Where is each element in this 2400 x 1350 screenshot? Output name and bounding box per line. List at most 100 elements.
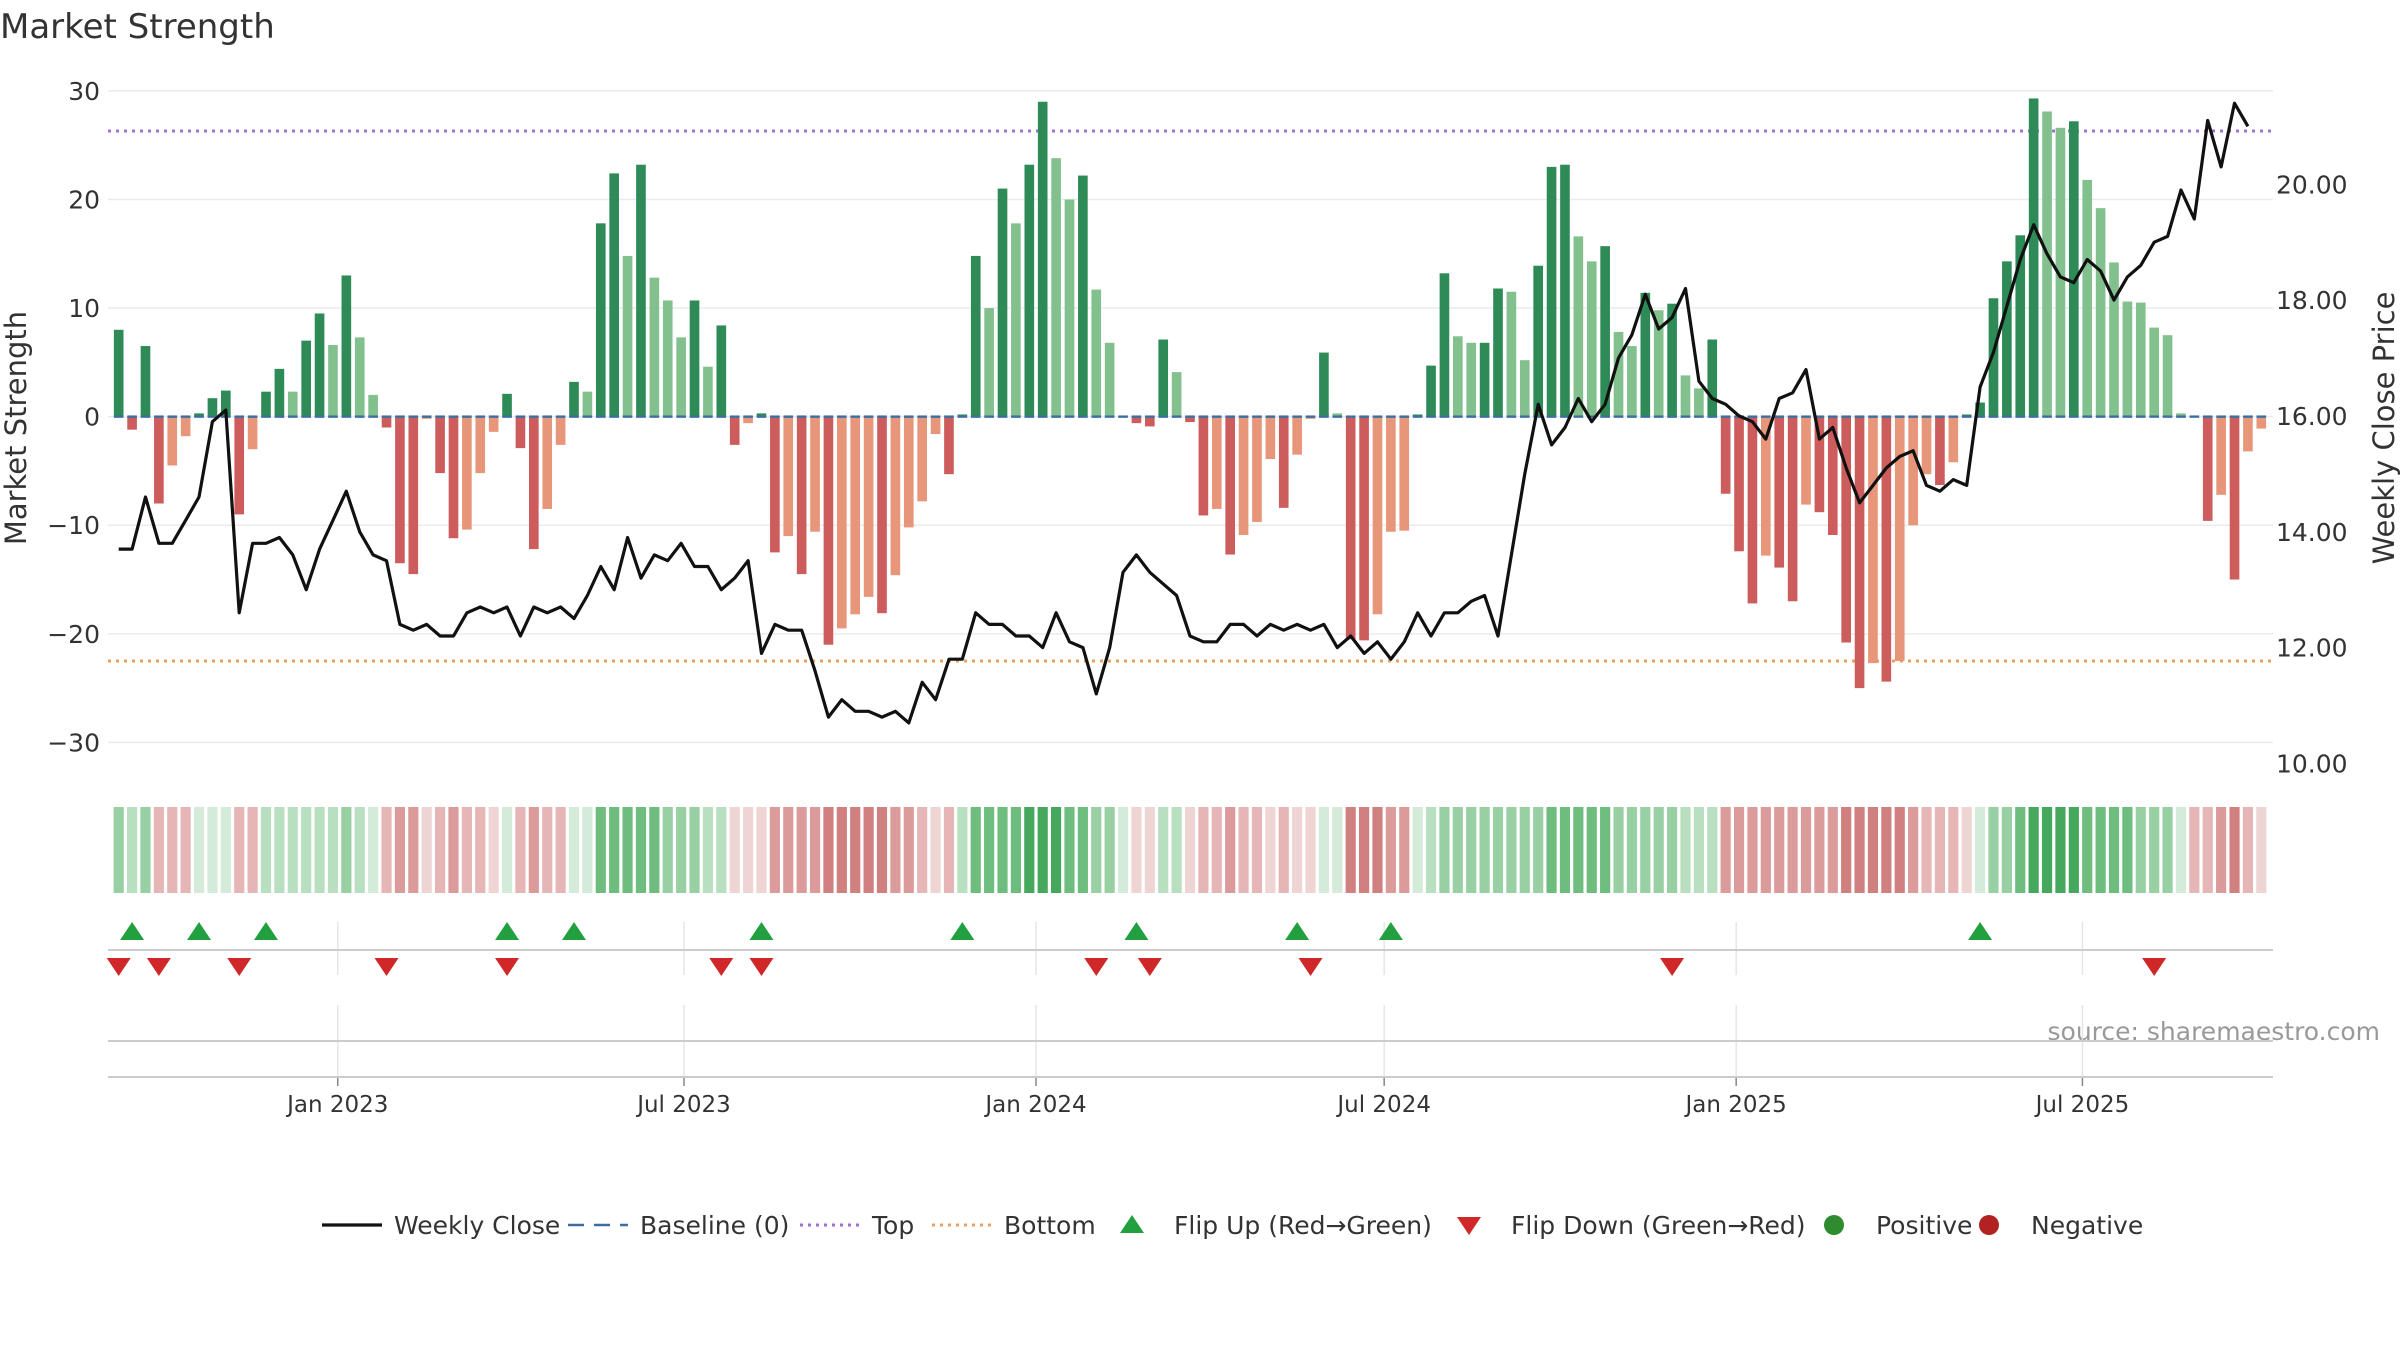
legend-item: Baseline (0) — [568, 1211, 789, 1240]
band-cell — [1385, 807, 1396, 893]
strength-bar — [1560, 164, 1570, 417]
strength-bar — [1640, 292, 1651, 417]
band-cell — [2095, 807, 2106, 893]
y-tick-right-label: 20.00 — [2276, 170, 2348, 199]
flip-down-marker — [1298, 958, 1323, 976]
strength-bar — [274, 368, 285, 417]
band-cell — [234, 807, 245, 893]
band-cell — [1131, 807, 1142, 893]
strength-bar — [1158, 339, 1169, 417]
strength-bar — [1011, 223, 1021, 417]
band-cell — [1974, 807, 1986, 893]
band-cell — [729, 807, 740, 893]
flip-up-marker — [495, 922, 520, 940]
strength-bar — [2055, 127, 2066, 417]
strength-bar — [1975, 402, 1985, 417]
strength-bar — [850, 416, 861, 615]
strength-bar — [1774, 416, 1785, 568]
strength-bar — [1225, 416, 1235, 555]
x-tick-label: Jul 2023 — [635, 1092, 731, 1118]
strength-bar — [1761, 416, 1771, 556]
flip-up-marker — [1968, 922, 1993, 940]
strength-bar — [1519, 360, 1530, 417]
strength-bar — [194, 413, 204, 417]
strength-bar — [1814, 416, 1825, 513]
band-cell — [1693, 807, 1704, 893]
band-cell — [783, 807, 794, 893]
strength-bar — [609, 173, 619, 417]
strength-bar — [127, 416, 137, 430]
band-cell — [167, 807, 178, 893]
band-cell — [1787, 807, 1798, 893]
strength-bar — [1091, 289, 1102, 417]
flip-down-marker — [227, 958, 252, 976]
strength-bar — [1707, 339, 1718, 417]
band-cell — [394, 807, 406, 893]
strength-bar — [113, 329, 124, 417]
band-cell — [1894, 807, 1905, 893]
band-cell — [1559, 807, 1571, 893]
band-cell — [930, 807, 941, 893]
band-cell — [207, 807, 218, 893]
y-tick-left-label: −10 — [47, 511, 100, 540]
strength-bar — [1238, 416, 1249, 536]
band-cell — [943, 807, 955, 893]
y-tick-right-label: 18.00 — [2276, 286, 2348, 315]
band-cell — [595, 807, 606, 893]
y-tick-left-label: 20 — [68, 185, 100, 214]
strength-bar — [1801, 416, 1811, 505]
strength-bar — [462, 416, 472, 530]
strength-bar — [689, 300, 700, 417]
strength-bar — [703, 366, 713, 417]
strength-bar — [662, 300, 673, 417]
strength-bar — [515, 416, 526, 449]
strength-bar — [395, 416, 405, 564]
flip-up-marker — [254, 922, 278, 940]
band-cell — [1010, 807, 1022, 893]
strength-bar — [2028, 98, 2039, 417]
strength-bar — [2229, 416, 2240, 580]
strength-bar — [1332, 413, 1343, 417]
strength-bar — [903, 416, 914, 528]
band-cell — [635, 807, 647, 893]
strength-bar — [2002, 261, 2012, 417]
band-cell — [2041, 807, 2053, 893]
strength-bar — [221, 390, 231, 417]
strength-bar — [1145, 416, 1155, 427]
strength-bar — [167, 416, 178, 466]
band-cell — [1104, 807, 1115, 893]
strength-bar — [368, 394, 378, 417]
x-tick-label: Jan 2025 — [1684, 1092, 1787, 1118]
strength-bar — [1827, 416, 1838, 536]
band-cell — [1091, 807, 1102, 893]
band-cell — [1733, 807, 1745, 893]
strength-bar — [770, 416, 780, 553]
legend-label: Weekly Close — [394, 1211, 560, 1240]
band-cell — [649, 807, 660, 893]
flip-up-marker — [1285, 922, 1310, 940]
legend-item: Positive — [1824, 1211, 1972, 1240]
band-cell — [997, 807, 1008, 893]
legend-dot-icon — [1979, 1215, 1999, 1235]
band-cell — [2082, 807, 2093, 893]
band-cell — [769, 807, 780, 893]
band-cell — [1800, 807, 1812, 893]
strength-bar — [1345, 416, 1356, 640]
band-cell — [582, 807, 593, 893]
strength-bar — [997, 188, 1008, 417]
reference-lines — [108, 129, 2273, 663]
strength-bar — [1439, 273, 1450, 417]
strength-bar — [1051, 158, 1061, 417]
band-cell — [1626, 807, 1638, 893]
band-cell — [2175, 807, 2187, 893]
band-cell — [220, 807, 231, 893]
flip-down-marker — [1137, 958, 1162, 976]
band-cell — [1720, 807, 1731, 893]
strength-bar — [435, 416, 445, 474]
band-cell — [2162, 807, 2173, 893]
band-cell — [1533, 807, 1544, 893]
strength-bar — [810, 416, 820, 532]
strength-bar — [1104, 342, 1115, 417]
band-cell — [368, 807, 379, 893]
strength-bar — [944, 416, 954, 475]
